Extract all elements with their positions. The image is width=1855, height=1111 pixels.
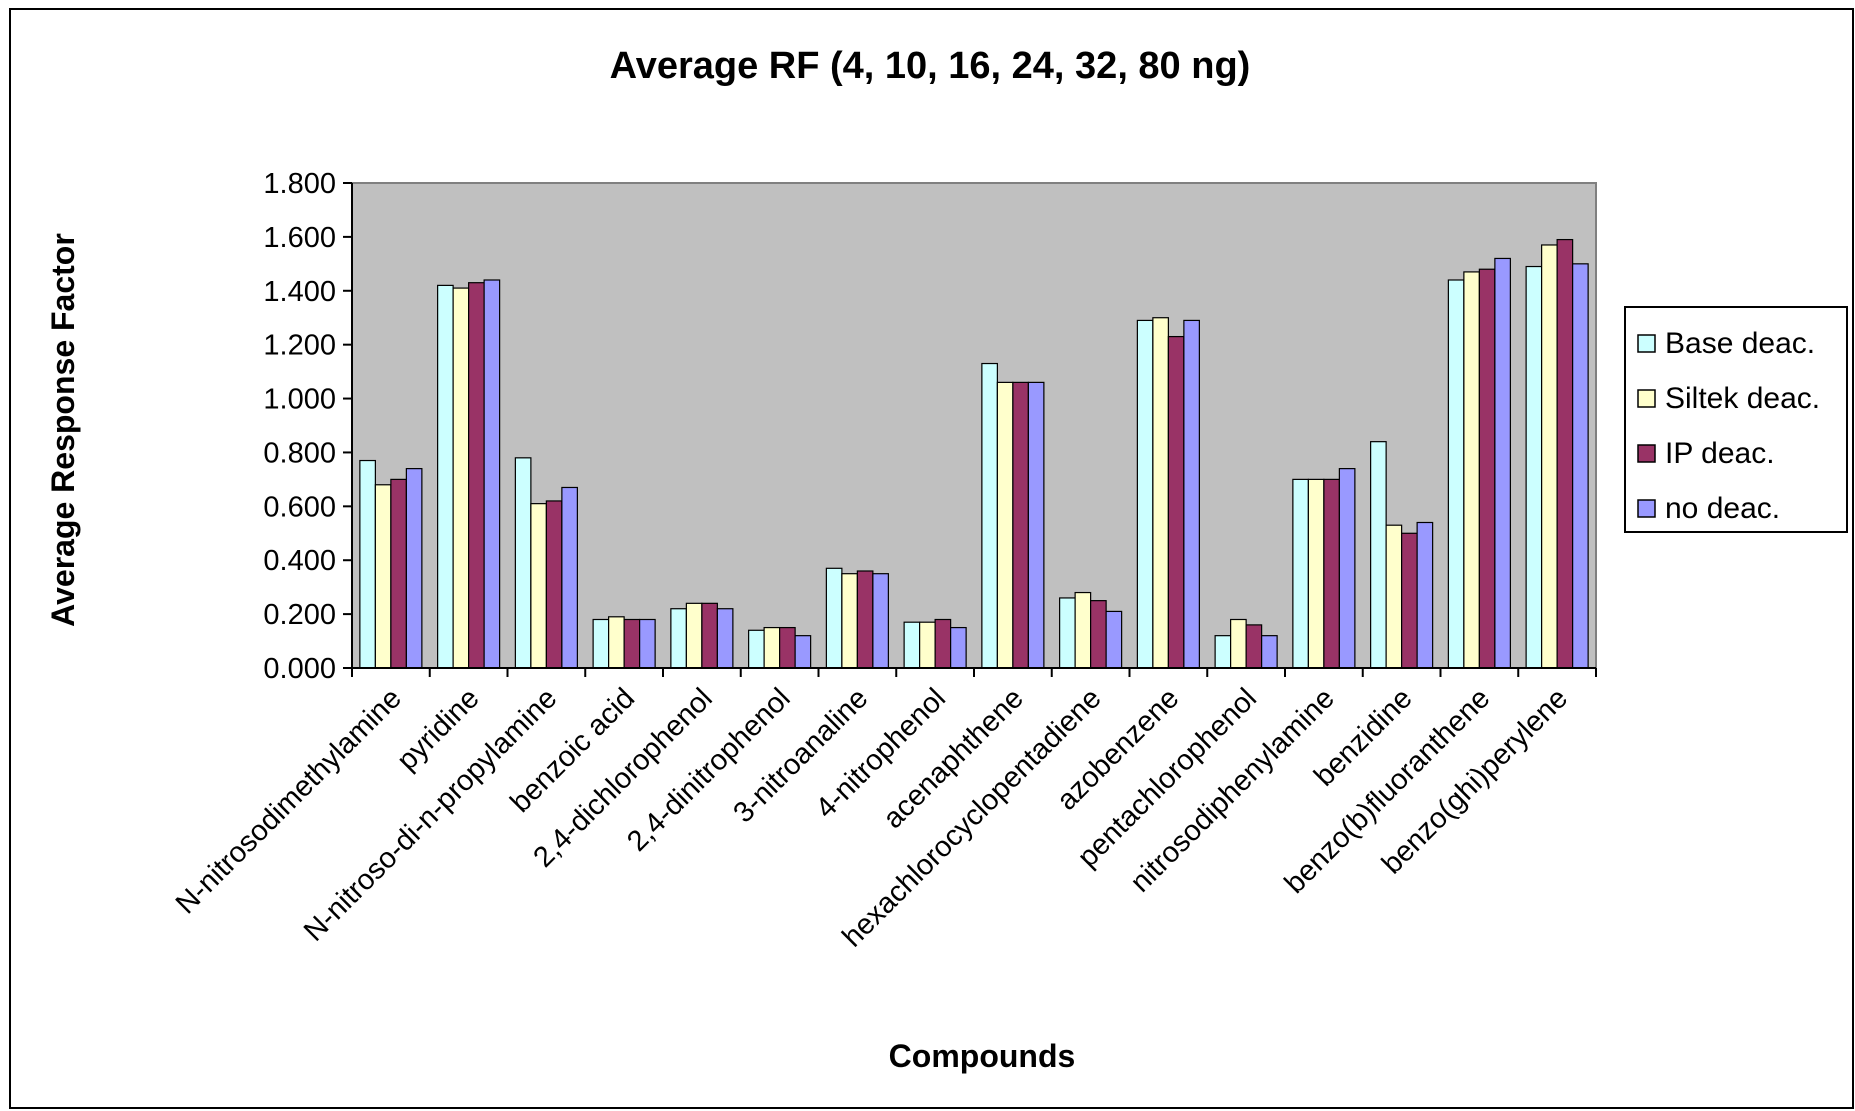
bar-ip-deac-14 bbox=[1478, 268, 1496, 669]
chart-title: Average RF (4, 10, 16, 24, 32, 80 ng) bbox=[610, 45, 1251, 87]
bar-base-deac-2 bbox=[514, 457, 532, 669]
y-tick-label: 0.200 bbox=[263, 599, 336, 631]
y-tick-label: 1.000 bbox=[263, 384, 336, 416]
bar-no-deac-15 bbox=[1572, 263, 1589, 669]
x-category-labels: N-nitrosodimethylaminepyridineN-nitroso-… bbox=[170, 682, 1574, 953]
x-axis-title: Compounds bbox=[889, 1038, 1076, 1074]
bar-no-deac-9 bbox=[1105, 610, 1123, 669]
legend: Base deac. Siltek deac. IP deac. no deac. bbox=[1624, 306, 1848, 533]
bar-siltek-deac-5 bbox=[763, 626, 781, 669]
bar-no-deac-12 bbox=[1338, 468, 1356, 669]
legend-swatch bbox=[1637, 334, 1656, 353]
bar-base-deac-4 bbox=[670, 608, 687, 669]
bar-ip-deac-10 bbox=[1167, 335, 1185, 669]
legend-label: Base deac. bbox=[1665, 327, 1815, 360]
y-tick-label: 0.800 bbox=[263, 437, 336, 469]
y-tick-label: 1.400 bbox=[263, 276, 336, 308]
y-axis-title: Average Response Factor bbox=[45, 233, 81, 627]
bar-siltek-deac-9 bbox=[1074, 591, 1092, 669]
bar-no-deac-4 bbox=[716, 608, 734, 669]
bar-siltek-deac-13 bbox=[1385, 524, 1403, 669]
y-tick-label: 0.600 bbox=[263, 491, 336, 523]
y-tick-labels: 0.000 0.200 0.400 0.600 0.800 1.000 1.200 1.400… bbox=[263, 168, 336, 685]
bar-ip-deac-6 bbox=[856, 570, 874, 669]
bar-ip-deac-7 bbox=[934, 618, 952, 669]
y-tick-label: 0.000 bbox=[263, 653, 336, 685]
legend-swatch bbox=[1637, 444, 1656, 463]
y-tick-label: 1.800 bbox=[263, 168, 336, 200]
bar-siltek-deac-2 bbox=[530, 503, 547, 669]
x-category-label: acenaphthene bbox=[877, 682, 1030, 835]
bar-siltek-deac-6 bbox=[841, 573, 858, 669]
bar-no-deac-7 bbox=[950, 626, 967, 669]
bar-base-deac-15 bbox=[1525, 265, 1543, 669]
bar-base-deac-6 bbox=[825, 567, 843, 669]
bar-base-deac-5 bbox=[748, 629, 765, 669]
bar-no-deac-2 bbox=[561, 486, 578, 669]
bar-siltek-deac-11 bbox=[1230, 618, 1247, 669]
bar-siltek-deac-4 bbox=[685, 602, 703, 669]
bar-ip-deac-15 bbox=[1556, 238, 1574, 669]
bar-siltek-deac-15 bbox=[1541, 244, 1558, 669]
bar-base-deac-8 bbox=[981, 362, 998, 669]
bar-no-deac-11 bbox=[1261, 635, 1278, 669]
bar-no-deac-0 bbox=[405, 468, 423, 669]
bar-base-deac-9 bbox=[1059, 597, 1076, 669]
bar-ip-deac-5 bbox=[779, 626, 796, 669]
bar-base-deac-11 bbox=[1214, 635, 1232, 669]
bar-base-deac-1 bbox=[437, 284, 454, 669]
y-tick-label: 0.400 bbox=[263, 545, 336, 577]
bar-no-deac-10 bbox=[1183, 319, 1200, 669]
bar-no-deac-8 bbox=[1027, 381, 1045, 669]
bar-no-deac-13 bbox=[1416, 521, 1434, 669]
legend-swatch bbox=[1637, 499, 1656, 518]
bar-siltek-deac-12 bbox=[1307, 478, 1325, 669]
legend-box bbox=[1624, 306, 1848, 533]
bar-siltek-deac-8 bbox=[996, 381, 1014, 669]
bar-base-deac-3 bbox=[592, 618, 610, 669]
bar-siltek-deac-3 bbox=[608, 616, 625, 669]
bar-siltek-deac-1 bbox=[452, 287, 470, 669]
bar-no-deac-3 bbox=[639, 618, 656, 669]
legend-label: IP deac. bbox=[1665, 437, 1775, 470]
legend-swatch bbox=[1637, 389, 1656, 408]
bar-ip-deac-3 bbox=[623, 618, 641, 669]
y-tick-label: 1.600 bbox=[263, 222, 336, 254]
bar-ip-deac-9 bbox=[1090, 600, 1107, 669]
bar-base-deac-14 bbox=[1447, 279, 1465, 669]
bar-no-deac-5 bbox=[794, 635, 812, 669]
bar-base-deac-12 bbox=[1292, 478, 1309, 669]
bar-ip-deac-0 bbox=[390, 478, 407, 669]
bar-ip-deac-4 bbox=[701, 602, 718, 669]
bar-siltek-deac-0 bbox=[374, 484, 392, 669]
bar-no-deac-14 bbox=[1494, 257, 1511, 669]
bar-no-deac-1 bbox=[483, 279, 501, 669]
bar-siltek-deac-10 bbox=[1152, 317, 1169, 669]
bar-siltek-deac-7 bbox=[919, 621, 936, 669]
legend-label: no deac. bbox=[1665, 492, 1780, 525]
bar-ip-deac-12 bbox=[1323, 478, 1340, 669]
bar-ip-deac-11 bbox=[1245, 624, 1263, 669]
legend-label: Siltek deac. bbox=[1665, 382, 1820, 415]
bar-base-deac-13 bbox=[1370, 441, 1387, 669]
x-category-label: 3-nitroanaline bbox=[727, 682, 874, 829]
bar-ip-deac-1 bbox=[468, 282, 485, 669]
bar-base-deac-0 bbox=[359, 459, 376, 669]
y-tick-label: 1.200 bbox=[263, 330, 336, 362]
axes-group bbox=[343, 182, 1597, 677]
bar-ip-deac-2 bbox=[545, 500, 563, 669]
bar-ip-deac-13 bbox=[1401, 532, 1418, 669]
bar-siltek-deac-14 bbox=[1463, 271, 1480, 669]
bar-no-deac-6 bbox=[872, 573, 889, 669]
bar-ip-deac-8 bbox=[1012, 381, 1029, 669]
bar-base-deac-10 bbox=[1136, 319, 1154, 669]
bars-group bbox=[359, 238, 1589, 669]
bar-base-deac-7 bbox=[903, 621, 921, 669]
